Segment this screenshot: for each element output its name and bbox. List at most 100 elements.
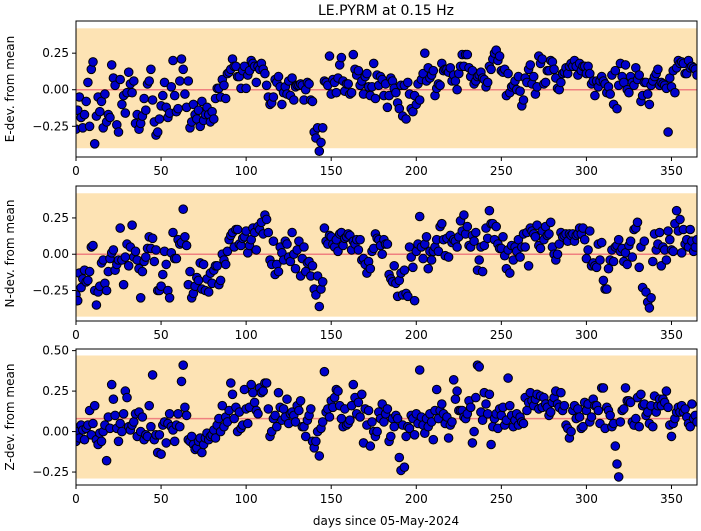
data-point [598, 275, 609, 286]
x-tick-label: 100 [235, 164, 258, 178]
y-tick-label: −0.25 [32, 465, 69, 479]
data-point [348, 49, 359, 60]
data-point [156, 281, 166, 292]
panel-1: −0.25 0.00 0.25 0 50 100 150 200 250 300 350 N-dev.… [3, 185, 698, 342]
x-tick-label: 150 [320, 492, 343, 506]
data-point [120, 108, 131, 118]
data-point [353, 245, 364, 255]
data-point [161, 259, 171, 270]
data-point [428, 434, 439, 445]
panels: −0.25 0.00 0.25 0 50 100 150 200 250 300 350 E-dev.… [3, 20, 698, 506]
data-point [295, 396, 306, 406]
data-point [663, 226, 673, 236]
y-tick-label: 0.25 [42, 46, 69, 60]
data-point [290, 417, 301, 427]
data-point [88, 418, 98, 429]
x-tick-label: 100 [235, 492, 258, 506]
data-point [129, 76, 139, 86]
data-point [596, 237, 607, 248]
data-point [377, 249, 388, 259]
data-point [632, 217, 643, 228]
data-point [146, 64, 156, 75]
data-point [368, 58, 379, 69]
data-point [88, 57, 98, 67]
data-point [217, 400, 228, 411]
data-point [268, 236, 279, 246]
data-point [625, 236, 636, 246]
data-point [123, 261, 134, 271]
data-point [139, 93, 149, 104]
data-point [408, 262, 418, 273]
data-point [428, 65, 439, 76]
data-point [372, 426, 382, 437]
data-point [135, 293, 146, 303]
x-axis-label: days since 05-May-2024 [313, 514, 459, 528]
data-point [595, 255, 605, 265]
data-point [433, 246, 444, 257]
data-point [586, 412, 597, 422]
data-point [670, 87, 680, 98]
scatter-points [76, 45, 697, 156]
data-point [452, 84, 462, 95]
data-point [220, 93, 231, 104]
data-point [518, 418, 529, 429]
data-point [258, 386, 269, 396]
data-point [84, 121, 95, 132]
data-point [648, 421, 658, 432]
data-point [180, 89, 190, 99]
data-point [193, 105, 204, 115]
data-point [173, 409, 183, 419]
y-tick-label: 0.50 [42, 344, 69, 358]
data-point [382, 239, 393, 249]
data-point [431, 384, 442, 395]
data-point [636, 389, 646, 400]
data-point [273, 71, 284, 82]
data-point [146, 421, 156, 432]
data-point [113, 127, 124, 137]
data-point [115, 74, 125, 85]
data-point [663, 402, 673, 413]
data-point [287, 227, 297, 238]
data-point [311, 436, 321, 447]
data-point [300, 431, 311, 442]
data-point [583, 245, 593, 255]
data-point [282, 239, 292, 249]
data-point [549, 64, 559, 75]
data-point [127, 87, 137, 98]
y-tick-label: 0.00 [42, 425, 69, 439]
data-point [171, 253, 182, 264]
data-point [421, 232, 432, 242]
data-point [685, 421, 696, 432]
data-point [96, 436, 107, 447]
data-point [348, 379, 359, 390]
data-point [605, 89, 616, 99]
data-point [627, 252, 638, 262]
data-point [127, 220, 137, 230]
data-point [251, 77, 262, 88]
data-point [578, 421, 588, 432]
data-point [676, 248, 687, 258]
data-point [409, 295, 420, 306]
data-point [319, 223, 330, 233]
data-point [314, 451, 325, 461]
data-point [523, 261, 534, 271]
x-tick-label: 350 [660, 328, 683, 342]
data-point [665, 234, 675, 245]
data-point [515, 86, 525, 96]
x-tick-label: 150 [320, 328, 343, 342]
data-point [307, 96, 318, 107]
data-point [644, 99, 655, 110]
data-point [448, 375, 459, 385]
data-point [222, 246, 233, 257]
data-point [220, 259, 231, 270]
data-point [287, 73, 297, 83]
data-point [469, 426, 479, 437]
data-point [197, 447, 207, 458]
data-point [137, 412, 148, 422]
scatter-points [76, 204, 697, 313]
y-axis-label: E-dev. from mean [3, 36, 17, 142]
data-point [118, 409, 129, 419]
data-point [306, 404, 316, 414]
y-axis-label: N-dev. from mean [3, 200, 17, 308]
x-tick-label: 250 [490, 328, 513, 342]
